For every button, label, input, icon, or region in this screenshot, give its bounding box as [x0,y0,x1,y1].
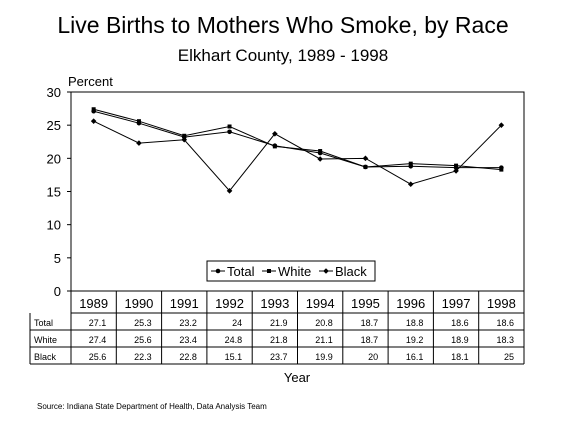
table-row-label: Black [34,352,57,362]
legend-label: Total [227,264,255,279]
series-line-white [93,108,502,171]
x-tick-label: 1994 [306,296,335,311]
y-tick-label: 25 [47,118,61,133]
table-cell-value: 23.2 [179,318,197,328]
data-point-black [226,188,233,194]
data-point-total [227,129,232,135]
y-tick-label: 30 [47,85,61,100]
legend-label: Black [335,264,367,279]
table-cell-value: 18.7 [361,318,379,328]
x-tick-label: 1995 [351,296,380,311]
table-cell-value: 25 [504,352,514,362]
y-tick-label: 20 [47,151,61,166]
table-cell-value: 23.7 [270,352,288,362]
table-cell-value: 19.2 [406,335,424,345]
legend-marker [267,269,271,273]
chart-title: Live Births to Mothers Who Smoke, by Rac… [57,12,509,38]
data-point-white [454,163,459,168]
legend-marker [215,268,221,274]
x-tick-label: 1996 [396,296,425,311]
data-point-black [453,168,459,174]
data-point-white [318,149,323,154]
data-point-white [91,107,96,112]
table-cell-value: 21.8 [270,335,288,345]
x-tick-label: 1997 [442,296,471,311]
x-tick-label: 1993 [260,296,289,311]
data-point-black [272,130,278,137]
table-cell-value: 25.3 [134,318,152,328]
data-point-white [499,167,504,172]
table-cell-value: 25.6 [89,352,107,362]
y-tick-label: 0 [54,284,61,299]
table-cell-value: 27.1 [89,318,107,328]
x-tick-label: 1998 [487,296,516,311]
chart-subtitle: Elkhart County, 1989 - 1998 [177,46,389,65]
table-cell-value: 18.3 [496,335,514,345]
data-point-black [136,140,142,146]
data-point-black [498,122,505,128]
y-axis-label: Percent [68,74,113,89]
table-cell-value: 24.8 [225,335,243,345]
table-row-label: White [34,335,57,345]
legend-marker [323,268,329,274]
table-cell-value: 22.3 [134,352,152,362]
data-point-white [408,161,413,166]
data-point-black [407,181,414,188]
legend-box [206,260,376,282]
table-cell-value: 15.1 [225,352,243,362]
series-line-total [93,110,502,169]
y-tick-label: 15 [47,185,61,200]
data-point-white [182,133,187,138]
table-row-label: Total [34,318,53,328]
table-cell-value: 21.9 [270,318,288,328]
table-cell-value: 19.9 [315,352,333,362]
x-tick-label: 1990 [124,296,153,311]
data-point-white [272,144,277,149]
table-cell-value: 16.1 [406,352,424,362]
table-cell-value: 27.4 [89,335,107,345]
x-axis-label: Year [284,370,311,385]
table-cell-value: 18.8 [406,318,424,328]
table-cell-value: 20 [368,352,378,362]
legend-label: White [278,264,311,279]
data-point-black [90,118,97,124]
x-tick-label: 1991 [170,296,199,311]
table-cell-value: 18.1 [451,352,469,362]
table-cell-value: 18.6 [451,318,469,328]
y-tick-label: 10 [47,218,61,233]
data-point-black [181,136,188,143]
table-cell-value: 24 [232,318,242,328]
table-cell-value: 18.6 [496,318,514,328]
data-point-black [317,156,323,162]
table-cell-value: 18.9 [451,335,469,345]
table-cell-value: 22.8 [179,352,197,362]
data-point-white [363,164,368,169]
source-note: Source: Indiana State Department of Heal… [37,402,267,411]
data-point-black [362,155,369,162]
y-tick-label: 5 [54,251,61,266]
data-point-white [136,119,141,124]
table-cell-value: 20.8 [315,318,333,328]
x-tick-label: 1992 [215,296,244,311]
table-cell-value: 23.4 [179,335,197,345]
data-point-white [227,124,232,129]
table-cell-value: 18.7 [361,335,379,345]
series-line-black [93,120,502,192]
table-cell-value: 25.6 [134,335,152,345]
table-cell-value: 21.1 [315,335,333,345]
x-tick-label: 1989 [79,296,108,311]
